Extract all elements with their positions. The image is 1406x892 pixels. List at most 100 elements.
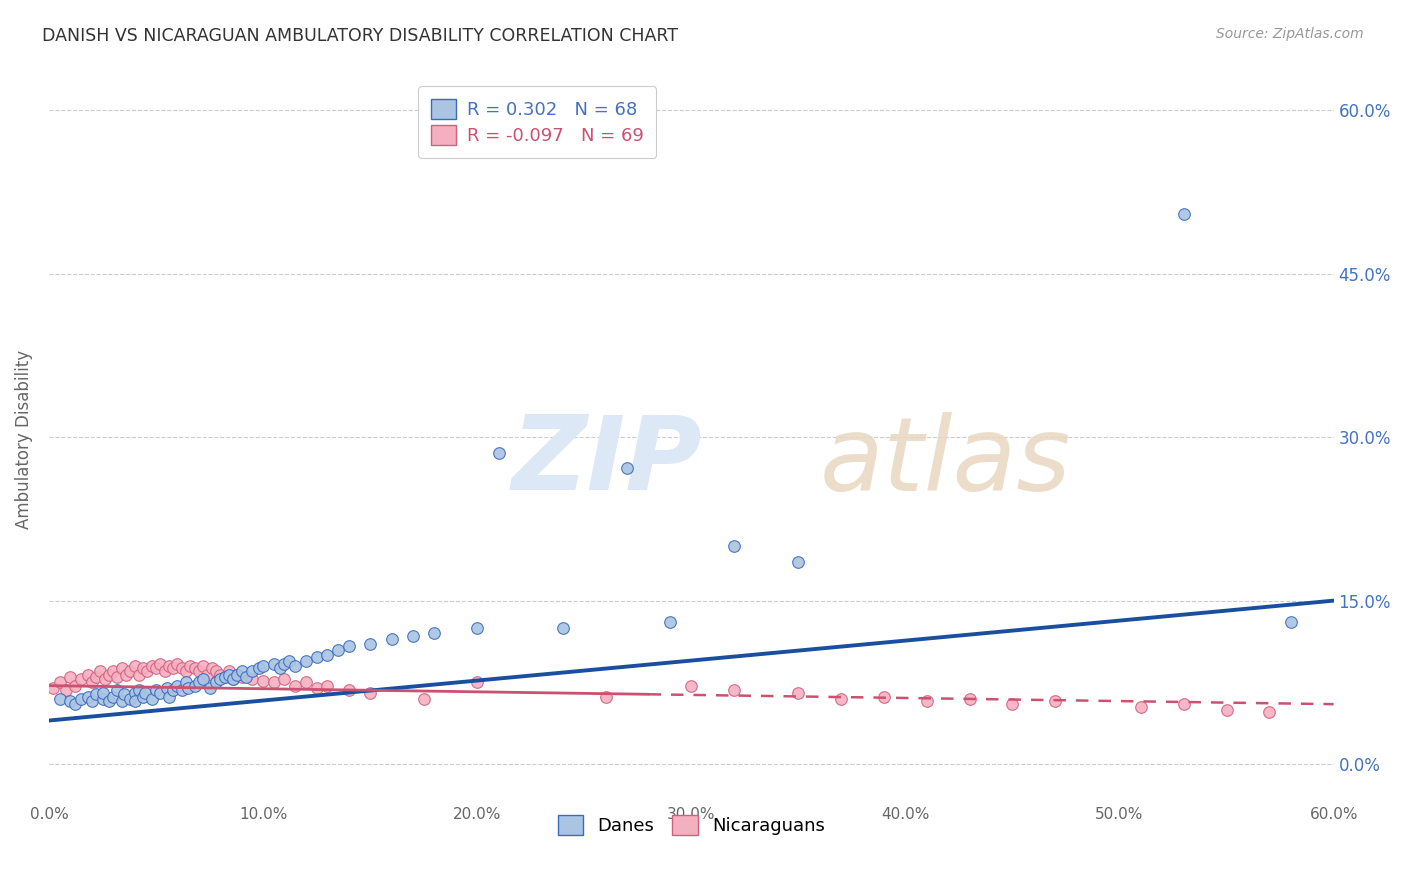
Point (157, 690, 180, 704)
Point (465, 675, 488, 690)
Text: atlas: atlas (820, 411, 1071, 512)
Point (1258, 705, 1281, 719)
Point (198, 681, 221, 695)
Point (170, 683, 193, 698)
Point (183, 661, 205, 675)
Point (337, 683, 360, 698)
Legend: Danes, Nicaraguans: Danes, Nicaraguans (548, 806, 834, 844)
Point (681, 679, 703, 693)
Point (48, 675, 70, 690)
Point (412, 691, 434, 706)
Point (723, 683, 745, 698)
Point (201, 661, 224, 675)
Point (149, 657, 172, 671)
Point (242, 665, 264, 679)
Point (157, 659, 180, 673)
Point (1173, 207, 1195, 221)
Point (595, 690, 617, 704)
Point (111, 661, 134, 675)
Point (326, 642, 349, 657)
Point (1001, 697, 1024, 711)
Point (1129, 700, 1152, 714)
Point (465, 621, 488, 635)
Point (179, 659, 201, 673)
Point (402, 628, 425, 642)
Point (136, 665, 159, 679)
Point (263, 675, 285, 690)
Point (316, 648, 339, 662)
Point (132, 661, 155, 675)
Point (209, 667, 232, 681)
Point (214, 670, 236, 684)
Point (191, 659, 214, 673)
Point (153, 665, 176, 679)
Point (787, 556, 810, 570)
Point (124, 659, 146, 673)
Point (218, 665, 240, 679)
Point (111, 694, 134, 708)
Point (295, 675, 318, 690)
Point (120, 691, 142, 706)
Point (873, 690, 896, 704)
Point (252, 674, 274, 689)
Point (235, 670, 257, 684)
Point (380, 632, 402, 646)
Point (162, 661, 184, 675)
Point (658, 615, 681, 630)
Point (231, 665, 253, 679)
Point (156, 681, 179, 695)
Point (174, 665, 197, 679)
Point (149, 686, 172, 700)
Point (124, 686, 146, 700)
Point (337, 640, 360, 654)
Point (242, 672, 264, 686)
Point (269, 661, 291, 675)
Point (284, 679, 307, 693)
Point (263, 657, 285, 671)
Point (70, 672, 93, 686)
Point (316, 679, 339, 693)
Point (48, 691, 70, 706)
Text: ZIP: ZIP (512, 411, 702, 512)
Point (1045, 694, 1067, 708)
Point (124, 694, 146, 708)
Point (551, 621, 574, 635)
Point (59, 670, 82, 684)
Point (76, 690, 98, 704)
Point (120, 665, 142, 679)
Point (191, 672, 214, 686)
Point (1215, 703, 1237, 717)
Point (112, 687, 135, 701)
Point (305, 650, 328, 665)
Point (222, 672, 245, 686)
Point (84, 687, 107, 701)
Point (103, 665, 125, 679)
Point (205, 665, 228, 679)
Point (226, 667, 249, 681)
Point (295, 654, 318, 668)
Point (162, 683, 184, 698)
Point (91, 686, 114, 700)
Point (63, 697, 86, 711)
Point (76, 667, 98, 681)
Point (145, 683, 167, 698)
Point (141, 659, 163, 673)
Point (247, 661, 270, 675)
Point (107, 670, 129, 684)
Point (187, 665, 209, 679)
Point (174, 675, 197, 690)
Point (273, 672, 295, 686)
Point (723, 539, 745, 553)
Point (42, 681, 65, 695)
Point (231, 670, 253, 684)
Point (132, 690, 155, 704)
Point (284, 659, 307, 673)
Point (89, 665, 111, 679)
Point (115, 667, 138, 681)
Point (214, 670, 236, 684)
Point (959, 691, 981, 706)
Point (209, 672, 232, 686)
Point (63, 679, 86, 693)
Point (59, 694, 82, 708)
Point (84, 670, 107, 684)
